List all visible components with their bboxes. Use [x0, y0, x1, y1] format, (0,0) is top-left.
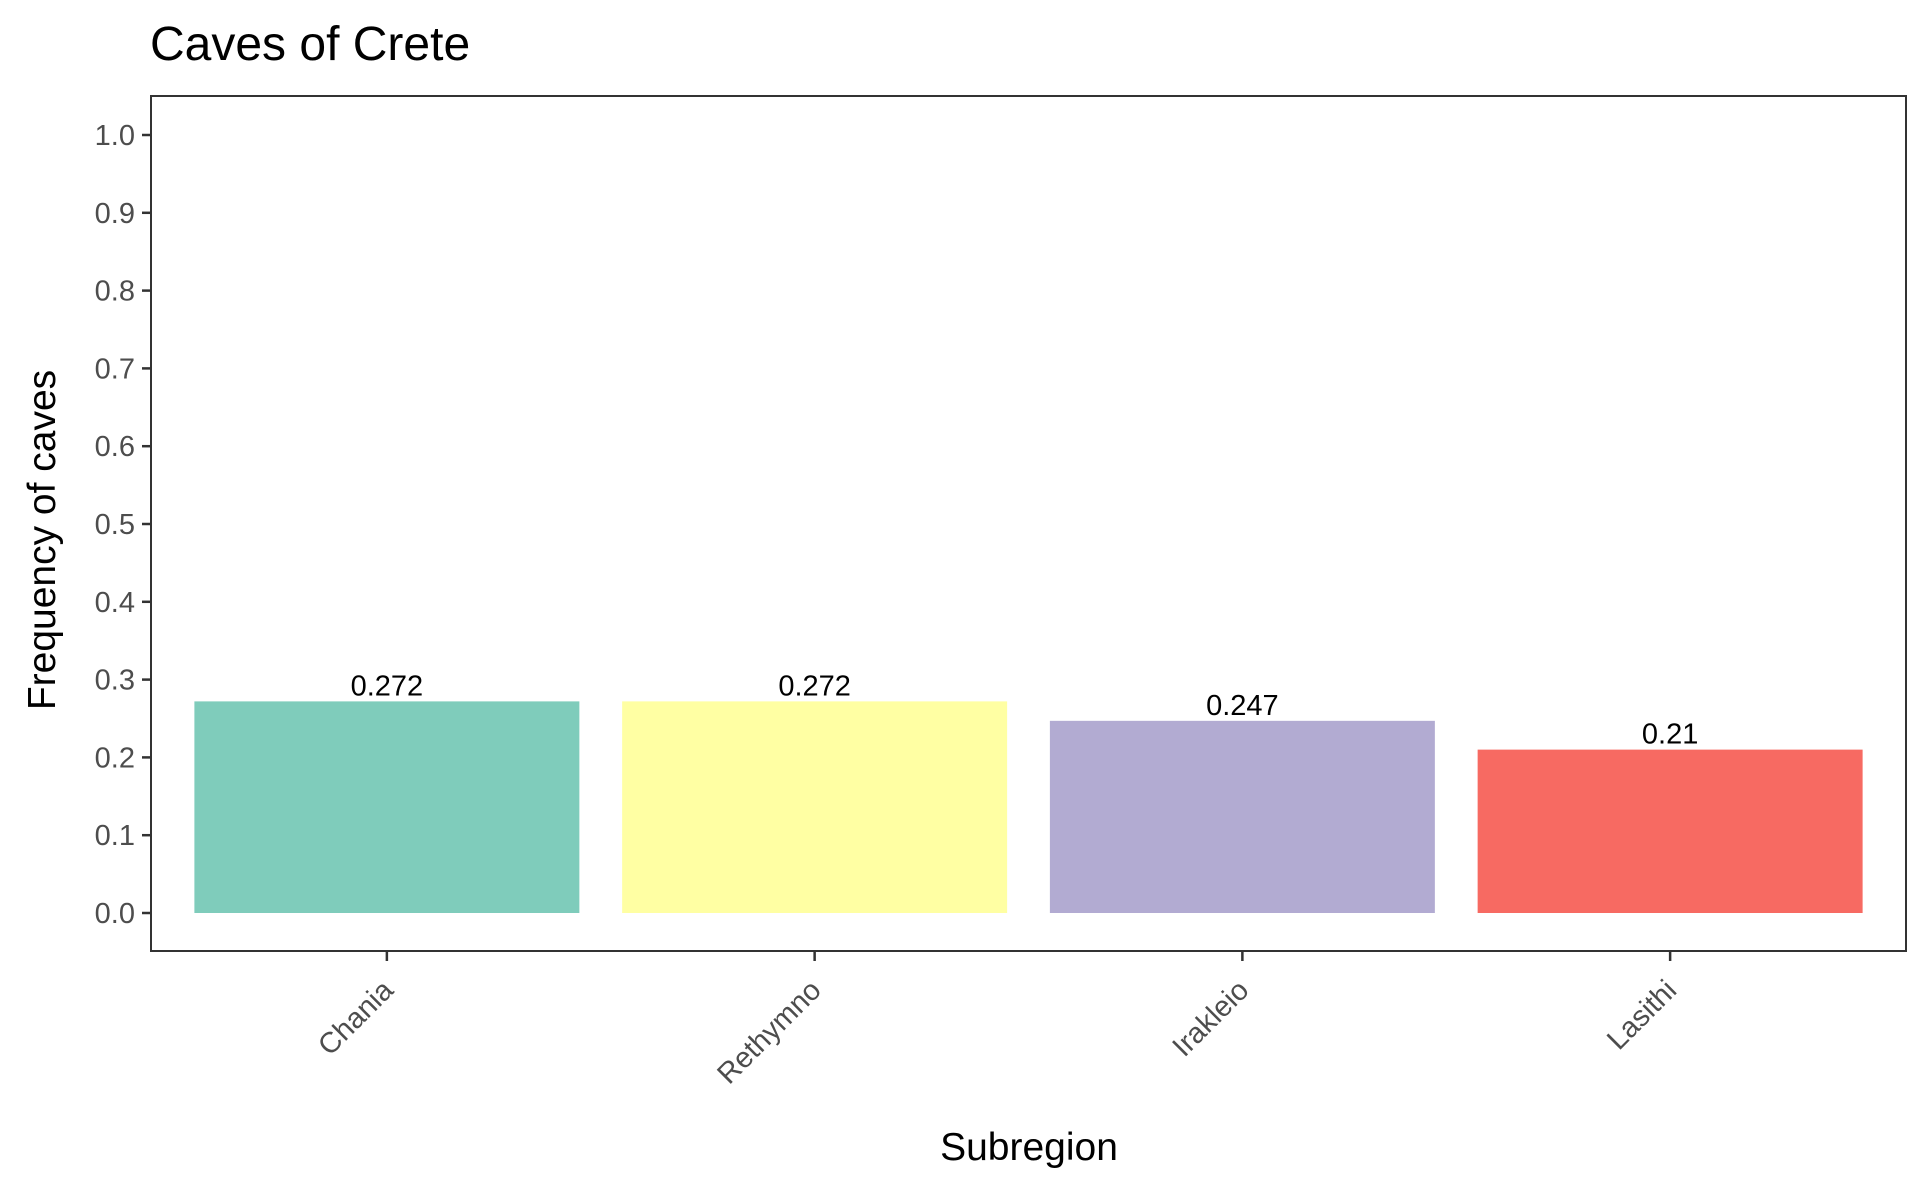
bar-irakleio [1049, 720, 1435, 913]
y-axis: 0.0 0.1 0.2 0.3 0.4 0.5 0.6 0.7 0.8 0.9 1.0 [95, 120, 151, 930]
y-axis-title: Frequency of caves [21, 370, 64, 710]
y-tick-label: 0.4 [95, 587, 135, 619]
x-axis: Chania Rethymno Irakleio Lasithi [312, 951, 1683, 1090]
x-tick-label-irakleio: Irakleio [1167, 974, 1256, 1063]
chart-title: Caves of Crete [150, 18, 470, 71]
x-tick-label-rethymno: Rethymno [711, 974, 827, 1090]
y-tick-label: 1.0 [95, 120, 135, 152]
data-label-chania: 0.272 [351, 670, 424, 702]
y-tick-label: 0.5 [95, 509, 135, 541]
y-tick-label: 0.8 [95, 276, 135, 308]
y-tick-label: 0.0 [95, 898, 135, 930]
x-tick-label-chania: Chania [312, 974, 400, 1062]
bar-lasithi [1477, 749, 1863, 913]
x-tick-label-lasithi: Lasithi [1601, 974, 1683, 1056]
y-tick-label: 0.3 [95, 665, 135, 697]
y-tick-label: 0.1 [95, 820, 135, 852]
bars: 0.272 0.272 0.247 0.21 [194, 670, 1863, 913]
data-label-lasithi: 0.21 [1642, 719, 1698, 751]
y-tick-label: 0.2 [95, 742, 135, 774]
bar-rethymno [622, 701, 1008, 913]
data-label-irakleio: 0.247 [1206, 690, 1279, 722]
y-tick-label: 0.6 [95, 431, 135, 463]
bar-chania [194, 701, 580, 913]
y-tick-label: 0.9 [95, 198, 135, 230]
data-label-rethymno: 0.272 [778, 670, 851, 702]
y-tick-label: 0.7 [95, 353, 135, 385]
x-axis-title: Subregion [940, 1126, 1118, 1169]
